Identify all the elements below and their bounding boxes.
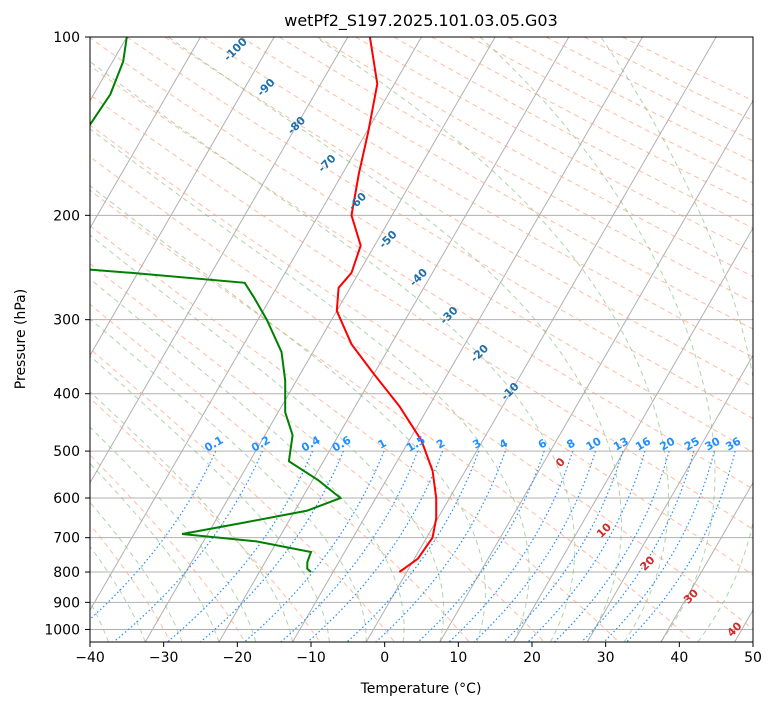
dry-adiabat (90, 156, 753, 631)
dry-adiabat (90, 454, 246, 642)
moist-adiabat (167, 37, 623, 642)
isotherm-gridline (90, 37, 275, 357)
isotherm-gridline (292, 37, 643, 642)
plot-frame (89, 36, 754, 643)
y-tick-label: 1000 (44, 622, 80, 638)
isotherm-gridline (660, 481, 753, 642)
isotherm-gridline (513, 227, 753, 642)
moist-adiabat (90, 318, 367, 642)
isotherm-gridline (439, 99, 753, 642)
isotherm-gridline (218, 37, 570, 642)
moist-adiabat (90, 545, 146, 642)
isotherm-gridline (90, 37, 349, 484)
x-tick-label: 30 (597, 650, 615, 666)
y-tick-label: 200 (53, 208, 80, 224)
mixing-ratio-line (244, 450, 385, 642)
chart-title: wetPf2_S197.2025.101.03.05.G03 (284, 11, 558, 31)
mixing-ratio-line (307, 450, 444, 642)
y-tick-label: 600 (53, 491, 80, 507)
moist-adiabat (90, 462, 220, 642)
mixing-ratio-line (603, 450, 715, 642)
dry-adiabat (90, 94, 753, 531)
y-tick-label: 400 (53, 387, 80, 403)
mixing-ratio-line (553, 450, 670, 642)
x-tick-label: −30 (149, 650, 179, 666)
y-tick-label: 100 (53, 30, 80, 46)
x-tick-label: 0 (380, 650, 389, 666)
moist-adiabat (90, 234, 445, 642)
dry-adiabat (90, 124, 753, 576)
mixing-ratio-line (346, 450, 480, 642)
plot-area (90, 37, 753, 642)
x-tick-label: −20 (223, 650, 253, 666)
moist-adiabat (600, 37, 753, 642)
dry-adiabat (90, 303, 470, 642)
y-tick-label: 800 (53, 565, 80, 581)
mixing-ratio-line (527, 450, 646, 642)
x-tick-label: −40 (75, 650, 105, 666)
x-tick-label: 50 (744, 650, 762, 666)
mixing-ratio-line (113, 450, 264, 642)
mixing-ratio-line (90, 450, 217, 620)
x-tick-label: 10 (449, 650, 467, 666)
isotherm-gridline (144, 37, 496, 642)
dry-adiabat (90, 65, 753, 490)
moist-adiabat (479, 37, 716, 642)
isotherm-gridline (586, 354, 753, 642)
mixing-ratio-line (448, 450, 574, 642)
mixing-ratio-line (503, 450, 624, 642)
moist-adiabat (90, 501, 183, 642)
mixing-ratio-line (167, 450, 314, 642)
y-tick-label: 500 (53, 444, 80, 460)
x-tick-label: 20 (523, 650, 541, 666)
moist-adiabat (90, 185, 486, 642)
x-tick-label: 40 (670, 650, 688, 666)
x-axis-label: Temperature (°C) (360, 681, 482, 697)
moist-adiabat (90, 61, 576, 642)
dry-adiabat (240, 37, 753, 330)
y-tick-label: 900 (53, 595, 80, 611)
axes: −40 −30 −20 −10 0 10 20 30 40 50 100 200 300 400 500 60… (44, 30, 762, 666)
y-axis-label: Pressure (hPa) (13, 289, 29, 389)
y-tick-label: 300 (53, 313, 80, 329)
mixing-ratio-line (626, 450, 736, 642)
dry-adiabat (90, 189, 694, 642)
dry-adiabat (279, 37, 753, 303)
moist-adiabat (90, 426, 257, 642)
x-tick-label: −10 (296, 650, 326, 666)
dewpoint-profile (90, 37, 343, 573)
isotherm-gridline (90, 37, 201, 230)
dry-adiabat (90, 263, 545, 642)
y-tick-label: 700 (53, 531, 80, 547)
isotherm-gridline (365, 37, 717, 642)
moist-adiabat (90, 391, 294, 642)
temperature-profile (335, 37, 438, 573)
moist-adiabat (315, 37, 669, 642)
